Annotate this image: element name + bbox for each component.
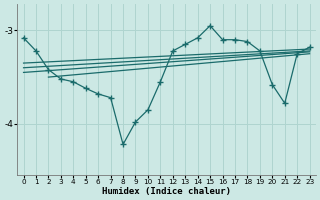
X-axis label: Humidex (Indice chaleur): Humidex (Indice chaleur) <box>102 187 231 196</box>
